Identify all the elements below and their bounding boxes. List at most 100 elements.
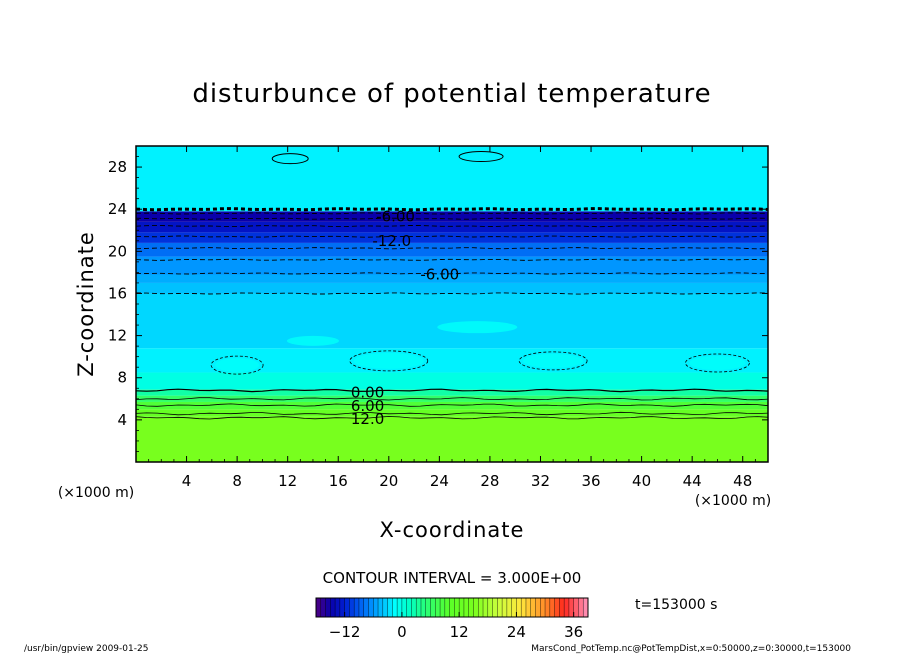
contour-line <box>458 151 504 163</box>
heatmap-layers <box>136 146 768 462</box>
contour-line <box>136 403 768 407</box>
heatmap-cell <box>136 242 768 257</box>
contour-label: 0.00 <box>351 383 384 401</box>
heatmap-cell <box>136 401 768 410</box>
colorbar-cell <box>358 598 365 617</box>
colorbar-cell <box>511 598 517 617</box>
colorbar-cell <box>440 598 446 617</box>
colorbar-cell <box>435 598 441 617</box>
colorbar-tick-label: 12 <box>450 623 469 641</box>
colorbar-cell <box>373 598 379 617</box>
x-tick-label: 32 <box>531 472 550 490</box>
colorbar-cell <box>506 598 513 617</box>
contour-line <box>685 353 750 373</box>
colorbar-cell <box>521 598 527 617</box>
x-tick-label: 40 <box>632 472 651 490</box>
contour-label: 12.0 <box>351 410 384 428</box>
heatmap-cell <box>136 256 768 275</box>
colorbar-cell <box>583 598 589 617</box>
chart-title: disturbunce of potential temperature <box>192 79 711 109</box>
colorbar-tick-label: 24 <box>507 623 526 641</box>
contour-lines <box>136 151 768 420</box>
colorbar-cell <box>487 598 494 617</box>
contour-line <box>210 355 264 375</box>
contour-line <box>271 153 309 165</box>
heatmap-cell <box>136 274 768 283</box>
x-tick-label: 44 <box>683 472 702 490</box>
contour-line <box>136 258 768 261</box>
contour-line <box>136 247 768 250</box>
colorbar-cell <box>416 598 422 617</box>
contour-line <box>136 416 768 420</box>
y-tick-label: 16 <box>108 284 127 302</box>
heatmap-cell <box>136 389 768 396</box>
contour-interval-label: CONTOUR INTERVAL = 3.000E+00 <box>323 569 582 587</box>
y-tick-label: 12 <box>108 327 127 345</box>
x-tick-label: 4 <box>182 472 192 490</box>
heatmap-cell <box>136 395 768 402</box>
contour-patch <box>215 358 260 373</box>
colorbar-cell <box>425 598 432 617</box>
colorbar-cell <box>344 598 350 617</box>
x-tick-label: 20 <box>379 472 398 490</box>
footer-right: MarsCond_PotTemp.nc@PotTempDist,x=0:5000… <box>531 644 851 654</box>
contour-line <box>518 351 588 371</box>
colorbar-cell <box>463 598 470 617</box>
contour-line <box>136 397 768 401</box>
heatmap-cell <box>136 282 768 294</box>
colorbar-cell <box>502 598 508 617</box>
contour-line <box>349 350 429 372</box>
x-axis-label: X-coordinate <box>380 518 525 542</box>
y-axis-label: Z-coordinate <box>74 231 98 377</box>
colorbar-cell <box>545 598 551 617</box>
colorbar-cell <box>459 598 465 617</box>
colorbar-cell <box>330 598 336 617</box>
colorbar-cell <box>573 598 579 617</box>
contour-patch <box>523 353 584 368</box>
x-tick-label: 36 <box>581 472 600 490</box>
colorbar-cell <box>378 598 384 617</box>
colorbar-cell <box>540 598 546 617</box>
colorbar-cell <box>568 598 575 617</box>
colorbar-cell <box>397 598 403 617</box>
colorbar-cell <box>559 598 565 617</box>
contour-label: 6.00 <box>351 397 384 415</box>
contour-patch <box>437 321 518 334</box>
contour-line <box>136 235 768 238</box>
contour-patch <box>353 352 424 369</box>
colorbar-cell <box>578 598 584 617</box>
x-unit-left: (×1000 m) <box>58 485 134 501</box>
y-axis: 4 8 12 16 20 24 28 <box>108 156 768 452</box>
colorbar-tick-label: 0 <box>397 623 407 641</box>
contour-line <box>136 272 768 275</box>
y-tick-label: 24 <box>108 200 127 218</box>
heatmap-cell <box>136 293 768 349</box>
colorbar-cell <box>387 598 393 617</box>
contour-label: -12.0 <box>372 232 411 250</box>
x-tick-label: 48 <box>733 472 752 490</box>
footer-left: /usr/bin/gpview 2009-01-25 <box>24 644 148 654</box>
x-tick-label: 12 <box>278 472 297 490</box>
colorbar: −12 0 12 24 36 <box>315 597 589 641</box>
colorbar-tick-label: −12 <box>329 623 361 641</box>
colorbar-cell <box>530 598 537 617</box>
colorbar-cell <box>468 598 474 617</box>
colorbar-cell <box>382 598 389 617</box>
colorbar-cell <box>401 598 408 617</box>
colorbar-cell <box>392 598 398 617</box>
contour-label: -6.00 <box>376 208 415 226</box>
colorbar-cell <box>368 598 374 617</box>
x-unit-right: (×1000 m) <box>695 493 771 509</box>
contour-line <box>136 388 768 393</box>
contour-patch <box>689 355 746 370</box>
colorbar-cell <box>473 598 479 617</box>
colorbar-cell <box>516 598 522 617</box>
contour-line <box>136 224 768 228</box>
x-axis: 4 8 12 16 20 24 28 32 36 40 44 48 <box>148 146 756 490</box>
contour-line <box>136 292 768 295</box>
colorbar-cell <box>411 598 417 617</box>
heatmap-cell <box>136 211 768 222</box>
heatmap-cell <box>136 372 768 390</box>
